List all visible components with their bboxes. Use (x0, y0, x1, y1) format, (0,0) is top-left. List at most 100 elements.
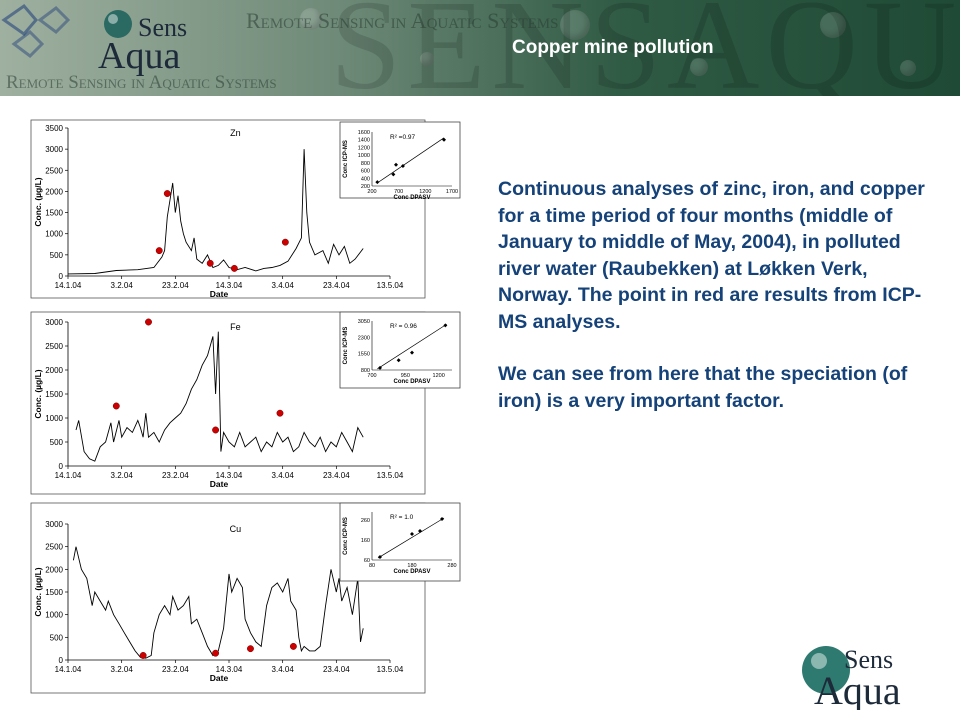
x-tick-label: 23.2.04 (162, 665, 189, 674)
inset-x-tick-label: 1200 (433, 373, 445, 379)
water-drop-decoration (690, 58, 708, 76)
inset-x-tick-label: 200 (367, 189, 376, 195)
inset-y-tick-label: 1400 (358, 138, 370, 144)
inset-frame (339, 311, 461, 389)
inset-x-tick-label: 950 (401, 373, 410, 379)
inset-x-label: Conc DPASV (394, 379, 431, 385)
x-axis-label: Date (210, 479, 229, 489)
inset-point (418, 529, 422, 533)
x-tick-label: 3.4.04 (272, 471, 295, 480)
inset-x-tick-label: 1700 (446, 189, 458, 195)
inset-r2: R² = 1.0 (390, 514, 414, 521)
x-tick-label: 3.2.04 (111, 665, 134, 674)
x-tick-label: 14.3.04 (216, 281, 243, 290)
y-tick-label: 2500 (45, 342, 63, 351)
y-tick-label: 2500 (45, 543, 63, 552)
inset-y-tick-label: 200 (361, 184, 370, 190)
inset-x-tick-label: 1200 (419, 189, 431, 195)
inset-y-tick-label: 60 (364, 558, 370, 564)
x-tick-label: 23.4.04 (323, 665, 350, 674)
inset-y-tick-label: 260 (361, 518, 370, 524)
chart-fe: 0 500 1000 1500 2000 2500 3000 14.1.04 3.2.04 23.… (30, 311, 461, 495)
inset-x-tick-label: 280 (447, 563, 456, 569)
x-tick-label: 3.2.04 (111, 281, 134, 290)
water-drop-decoration (900, 60, 916, 76)
description-paragraph-2: We can see from here that the speciation… (498, 363, 908, 412)
banner-brand-top: Sens (138, 13, 187, 42)
x-tick-label: 14.1.04 (55, 281, 82, 290)
banner-brand-bottom: Aqua (98, 35, 180, 77)
inset-point (378, 365, 382, 370)
inset-fit-line (377, 517, 445, 559)
header-banner: SENSAQUA Remote Sensing in Aquatic Syste… (0, 0, 960, 96)
inset-point (400, 163, 405, 168)
y-tick-label: 0 (59, 656, 64, 665)
y-tick-label: 1000 (45, 611, 63, 620)
inset-x-label: Conc DPASV (394, 569, 431, 575)
inset-y-tick-label: 3050 (358, 319, 370, 325)
icp-point (289, 642, 297, 650)
y-tick-label: 2000 (45, 565, 63, 574)
inset-point (442, 137, 446, 142)
water-drop-decoration (560, 10, 590, 40)
banner-tagline-bottom: Remote Sensing in Aquatic Systems (6, 72, 277, 93)
x-tick-label: 23.4.04 (323, 281, 350, 290)
y-tick-label: 2000 (45, 187, 63, 196)
y-tick-label: 0 (59, 272, 64, 281)
footer-brand-top: Sens (844, 645, 893, 674)
inset-y-label: Conc ICP-MS (343, 140, 349, 178)
y-tick-label: 1500 (45, 390, 63, 399)
y-tick-label: 2500 (45, 166, 63, 175)
inset-r2: R² = 0.96 (390, 323, 417, 330)
water-drop-decoration (420, 52, 434, 66)
inset-y-tick-label: 2300 (358, 335, 370, 341)
chart-title: Zn (230, 128, 241, 138)
y-tick-label: 1000 (45, 230, 63, 239)
x-tick-label: 13.5.04 (377, 665, 404, 674)
y-tick-label: 500 (50, 251, 64, 260)
x-axis-label: Date (210, 673, 229, 683)
x-tick-label: 3.4.04 (272, 665, 295, 674)
x-axis-label: Date (210, 289, 229, 299)
x-tick-label: 23.4.04 (323, 471, 350, 480)
inset-point (396, 358, 401, 363)
inset-point (410, 350, 414, 355)
chart-title: Fe (230, 322, 241, 332)
inset-x-label: Conc DPASV (394, 195, 431, 201)
banner-watermark: SENSAQUA (330, 0, 960, 96)
x-tick-label: 3.2.04 (111, 471, 134, 480)
banner-tagline-top: Remote Sensing in Aquatic Systems (246, 8, 559, 33)
icp-point (145, 318, 152, 326)
banner-globe-icon (104, 10, 132, 38)
x-tick-label: 13.5.04 (377, 471, 404, 480)
x-tick-label: 14.3.04 (216, 471, 243, 480)
x-tick-label: 14.3.04 (216, 665, 243, 674)
y-tick-label: 500 (50, 633, 64, 642)
x-tick-label: 14.1.04 (55, 471, 82, 480)
y-tick-label: 3000 (45, 520, 63, 529)
inset-point (440, 517, 444, 521)
icp-point (163, 190, 171, 197)
chart-zn: 0 500 1000 1500 2000 2500 3000 3500 14.1.04 3.2.0… (30, 119, 461, 299)
inset-y-label: Conc ICP-MS (343, 327, 349, 365)
page-title: Copper mine pollution (512, 37, 714, 58)
icp-point (276, 409, 284, 417)
inset-x-tick-label: 700 (394, 189, 403, 195)
inset-y-tick-label: 1200 (358, 145, 370, 151)
inset-x-tick-label: 180 (407, 563, 416, 569)
icp-point (206, 259, 214, 267)
y-tick-label: 2000 (45, 366, 63, 375)
inset-r2: R² =0.97 (390, 134, 415, 141)
water-drop-decoration (300, 8, 322, 30)
y-axis-label: Conc. (µg/L) (33, 177, 43, 226)
x-tick-label: 14.1.04 (55, 665, 82, 674)
inset-y-tick-label: 160 (361, 538, 370, 544)
y-tick-label: 500 (50, 438, 64, 447)
inset-point (410, 532, 414, 536)
icp-point (155, 247, 163, 255)
x-tick-label: 23.2.04 (162, 281, 189, 290)
inset-x-tick-label: 700 (367, 373, 376, 379)
inset-y-label: Conc ICP-MS (343, 517, 349, 555)
